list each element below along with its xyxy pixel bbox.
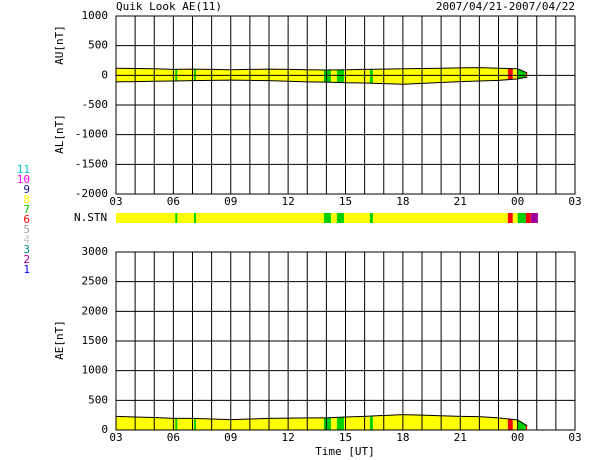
legend-entry: 7 xyxy=(23,203,30,216)
station-fill xyxy=(512,414,518,430)
x-tick-label: 12 xyxy=(282,195,295,208)
station-fill xyxy=(507,414,513,430)
legend-entry: 9 xyxy=(23,183,30,196)
station-fill xyxy=(369,414,373,430)
x-tick-label: 00 xyxy=(511,431,524,444)
y-tick-label: 1000 xyxy=(82,364,109,377)
y-tick-label: -1000 xyxy=(75,128,108,141)
x-tick-label: 09 xyxy=(224,195,237,208)
station-fill xyxy=(323,414,331,430)
station-fill xyxy=(175,414,178,430)
x-tick-label: 03 xyxy=(568,195,581,208)
y-axis-label: AU[nT] xyxy=(53,25,66,65)
x-tick-label: 03 xyxy=(568,431,581,444)
legend-entry: 11 xyxy=(17,163,30,176)
chart-title: Quik Look AE(11) xyxy=(116,0,222,13)
series-line xyxy=(115,76,528,85)
station-fill xyxy=(323,67,331,85)
legend-entry: 3 xyxy=(23,243,30,256)
x-tick-label: 21 xyxy=(454,195,467,208)
station-segment xyxy=(517,213,526,223)
y-tick-label: 2500 xyxy=(82,275,109,288)
legend-entry: 4 xyxy=(23,233,30,246)
station-fill xyxy=(512,67,518,85)
legend-entry: 2 xyxy=(23,253,30,266)
y-tick-label: -500 xyxy=(82,98,109,111)
station-segment xyxy=(175,213,178,223)
station-fill xyxy=(336,414,344,430)
chart-subtitle: 2007/04/21-2007/04/22 xyxy=(436,0,575,13)
x-tick-label: 15 xyxy=(339,195,352,208)
station-segment xyxy=(530,213,538,223)
station-fill xyxy=(369,67,373,85)
y-tick-label: 0 xyxy=(101,423,108,436)
legend-entry: 5 xyxy=(23,223,30,236)
x-tick-label: 18 xyxy=(396,431,409,444)
x-tick-label: 03 xyxy=(109,431,122,444)
station-fill xyxy=(507,67,513,85)
station-segment xyxy=(194,213,196,223)
y-tick-label: 3000 xyxy=(82,245,109,258)
y-axis-label: AL[nT] xyxy=(53,114,66,154)
station-fill xyxy=(525,67,528,85)
station-segment xyxy=(116,213,508,223)
x-tick-label: 18 xyxy=(396,195,409,208)
x-tick-label: 21 xyxy=(454,431,467,444)
x-tick-label: 09 xyxy=(224,431,237,444)
series-line xyxy=(115,67,528,74)
station-segment xyxy=(369,213,373,223)
station-label: N.STN xyxy=(74,211,107,224)
station-segment xyxy=(323,213,331,223)
station-fill xyxy=(194,67,196,85)
y-tick-label: 1000 xyxy=(82,9,109,22)
legend-entry: 6 xyxy=(23,213,30,226)
legend-entry: 10 xyxy=(17,173,30,186)
station-segment xyxy=(336,213,344,223)
y-tick-label: 0 xyxy=(101,68,108,81)
x-tick-label: 00 xyxy=(511,195,524,208)
x-tick-label: 15 xyxy=(339,431,352,444)
legend-entry: 1 xyxy=(23,263,30,276)
x-tick-label: 12 xyxy=(282,431,295,444)
x-tick-label: 06 xyxy=(167,431,180,444)
y-axis-label: AE[nT] xyxy=(53,320,66,360)
station-fill xyxy=(336,67,344,85)
station-segment xyxy=(507,213,513,223)
y-tick-label: -1500 xyxy=(75,157,108,170)
station-fill xyxy=(175,67,178,85)
station-fill xyxy=(194,414,196,430)
legend-entry: 8 xyxy=(23,193,30,206)
plot-frame xyxy=(115,15,576,195)
x-tick-label: 03 xyxy=(109,195,122,208)
y-tick-label: 2000 xyxy=(82,304,109,317)
station-segment xyxy=(512,213,518,223)
station-fill xyxy=(517,67,526,85)
x-axis-label: Time [UT] xyxy=(315,445,375,458)
station-segment xyxy=(525,213,531,223)
y-tick-label: 1500 xyxy=(82,334,109,347)
y-tick-label: 500 xyxy=(88,39,108,52)
x-tick-label: 06 xyxy=(167,195,180,208)
series-line xyxy=(115,414,528,427)
plot-frame xyxy=(115,251,576,431)
y-tick-label: 500 xyxy=(88,393,108,406)
y-tick-label: -2000 xyxy=(75,187,108,200)
